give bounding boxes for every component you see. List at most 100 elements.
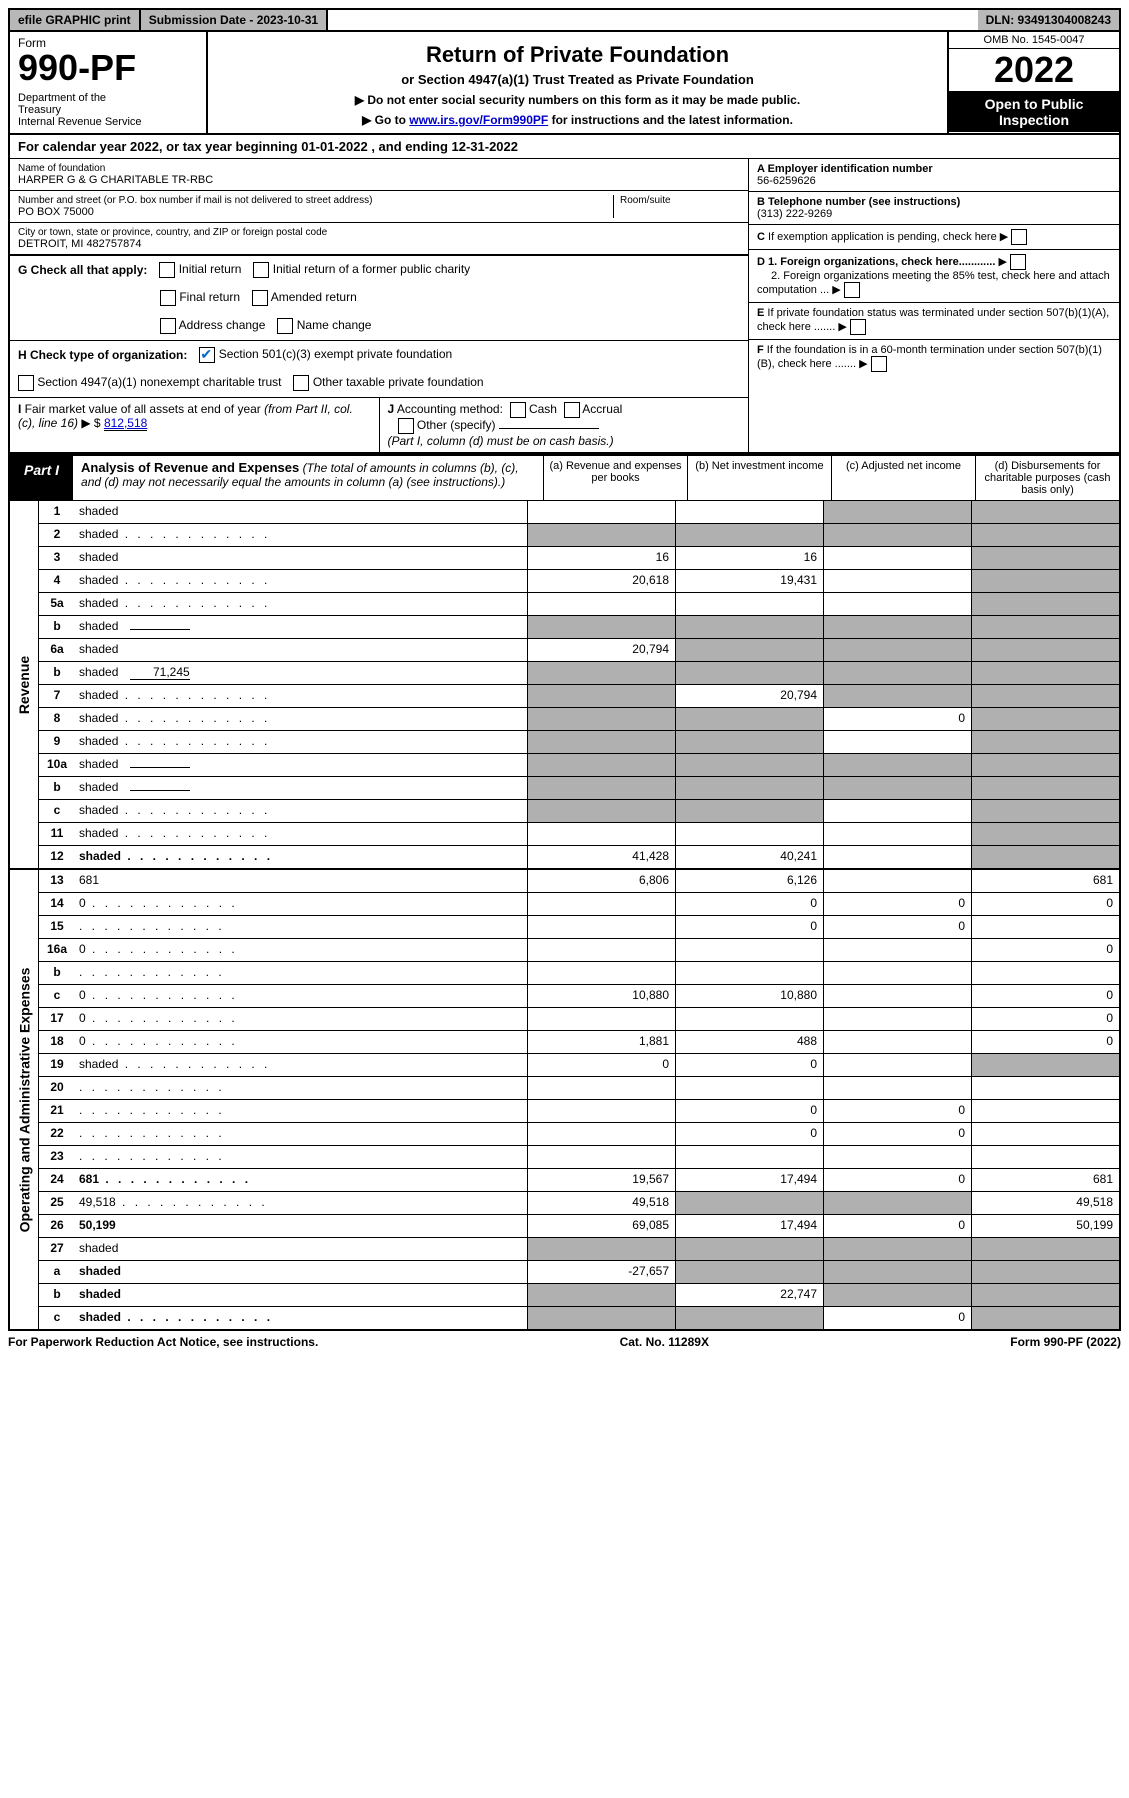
cell-a	[527, 1100, 675, 1122]
table-row: c010,88010,8800	[39, 984, 1119, 1007]
line-number: 4	[39, 570, 75, 592]
cell-c	[823, 846, 971, 868]
irs-link[interactable]: www.irs.gov/Form990PF	[409, 113, 548, 127]
cell-d: 0	[971, 985, 1119, 1007]
line-number: b	[39, 1284, 75, 1306]
footer-right: Form 990-PF (2022)	[1010, 1335, 1121, 1349]
cell-b	[675, 939, 823, 961]
calendar-year-row: For calendar year 2022, or tax year begi…	[8, 135, 1121, 159]
initial-return-checkbox[interactable]: Initial return	[159, 262, 241, 278]
d1-label: D 1. Foreign organizations, check here..…	[757, 256, 995, 268]
c-checkbox[interactable]	[1011, 229, 1027, 245]
line-desc: shaded	[75, 708, 527, 730]
name-change-checkbox[interactable]: Name change	[277, 318, 371, 334]
line-number: 10a	[39, 754, 75, 776]
cell-c	[823, 985, 971, 1007]
cell-a	[527, 1238, 675, 1260]
table-row: 5ashaded	[39, 592, 1119, 615]
cell-c: 0	[823, 893, 971, 915]
accrual-checkbox[interactable]	[564, 402, 580, 418]
line-desc: 681	[75, 1169, 527, 1191]
table-row: 136816,8066,126681	[39, 870, 1119, 892]
other-taxable-checkbox[interactable]: Other taxable private foundation	[293, 375, 483, 391]
col-b-head: (b) Net investment income	[687, 456, 831, 500]
initial-former-checkbox[interactable]: Initial return of a former public charit…	[253, 262, 470, 278]
cell-a: 6,806	[527, 870, 675, 892]
table-row: 1801,8814880	[39, 1030, 1119, 1053]
cell-b: 19,431	[675, 570, 823, 592]
cell-a	[527, 616, 675, 638]
cell-c: 0	[823, 708, 971, 730]
form-number: 990-PF	[18, 50, 198, 86]
cell-c	[823, 1238, 971, 1260]
cell-c: 0	[823, 1169, 971, 1191]
cell-d: 50,199	[971, 1215, 1119, 1237]
line-number: 3	[39, 547, 75, 569]
e-checkbox[interactable]	[850, 319, 866, 335]
revenue-block: Revenue 1shaded2shaded3shaded16164shaded…	[8, 501, 1121, 870]
line-number: 11	[39, 823, 75, 845]
line-number: 8	[39, 708, 75, 730]
501c3-checkbox[interactable]: Section 501(c)(3) exempt private foundat…	[199, 347, 452, 363]
fmv-value[interactable]: 812,518	[104, 416, 147, 431]
table-row: 140000	[39, 892, 1119, 915]
cell-c	[823, 1031, 971, 1053]
cell-d: 681	[971, 1169, 1119, 1191]
expense-lines: 136816,8066,126681140000150016a00bc010,8…	[39, 870, 1119, 1329]
cell-d	[971, 593, 1119, 615]
table-row: 20	[39, 1076, 1119, 1099]
line-number: c	[39, 985, 75, 1007]
addr-change-checkbox[interactable]: Address change	[160, 318, 265, 334]
d2-checkbox[interactable]	[844, 282, 860, 298]
table-row: cshaded0	[39, 1306, 1119, 1329]
tel-value: (313) 222-9269	[757, 208, 832, 220]
line-desc: shaded	[75, 846, 527, 868]
header-center: Return of Private Foundation or Section …	[208, 32, 947, 133]
cell-b	[675, 962, 823, 984]
table-row: 27shaded	[39, 1237, 1119, 1260]
cell-b	[675, 823, 823, 845]
cell-c: 0	[823, 1100, 971, 1122]
table-row: 2shaded	[39, 523, 1119, 546]
cell-c: 0	[823, 1123, 971, 1145]
cell-c	[823, 524, 971, 546]
form-header: Form 990-PF Department of theTreasuryInt…	[8, 32, 1121, 135]
cell-b	[675, 777, 823, 799]
f-cell: F If the foundation is in a 60-month ter…	[749, 340, 1119, 376]
cell-d: 0	[971, 1008, 1119, 1030]
line-desc	[75, 1123, 527, 1145]
j-note: (Part I, column (d) must be on cash basi…	[388, 434, 614, 448]
section-i: I Fair market value of all assets at end…	[10, 398, 379, 452]
cell-a	[527, 1008, 675, 1030]
footer-left: For Paperwork Reduction Act Notice, see …	[8, 1335, 318, 1349]
table-row: 2200	[39, 1122, 1119, 1145]
cell-d	[971, 1261, 1119, 1283]
cell-b	[675, 524, 823, 546]
amended-return-checkbox[interactable]: Amended return	[252, 290, 357, 306]
cell-d	[971, 731, 1119, 753]
cell-b	[675, 731, 823, 753]
cell-c	[823, 962, 971, 984]
4947-checkbox[interactable]: Section 4947(a)(1) nonexempt charitable …	[18, 375, 281, 391]
city-label: City or town, state or province, country…	[18, 227, 740, 238]
cell-b	[675, 1307, 823, 1329]
f-checkbox[interactable]	[871, 356, 887, 372]
cell-b: 0	[675, 1123, 823, 1145]
col-d-head: (d) Disbursements for charitable purpose…	[975, 456, 1119, 500]
d1-checkbox[interactable]	[1010, 254, 1026, 270]
line-number: 27	[39, 1238, 75, 1260]
cell-b	[675, 1077, 823, 1099]
city-cell: City or town, state or province, country…	[10, 223, 748, 255]
cell-d	[971, 662, 1119, 684]
line-desc: shaded	[75, 570, 527, 592]
cell-c	[823, 1261, 971, 1283]
cell-b	[675, 616, 823, 638]
final-return-checkbox[interactable]: Final return	[160, 290, 240, 306]
table-row: bshaded	[39, 615, 1119, 638]
cell-a	[527, 1077, 675, 1099]
line-number: 19	[39, 1054, 75, 1076]
cell-d: 0	[971, 939, 1119, 961]
other-method-checkbox[interactable]	[398, 418, 414, 434]
cash-checkbox[interactable]	[510, 402, 526, 418]
cell-a	[527, 731, 675, 753]
